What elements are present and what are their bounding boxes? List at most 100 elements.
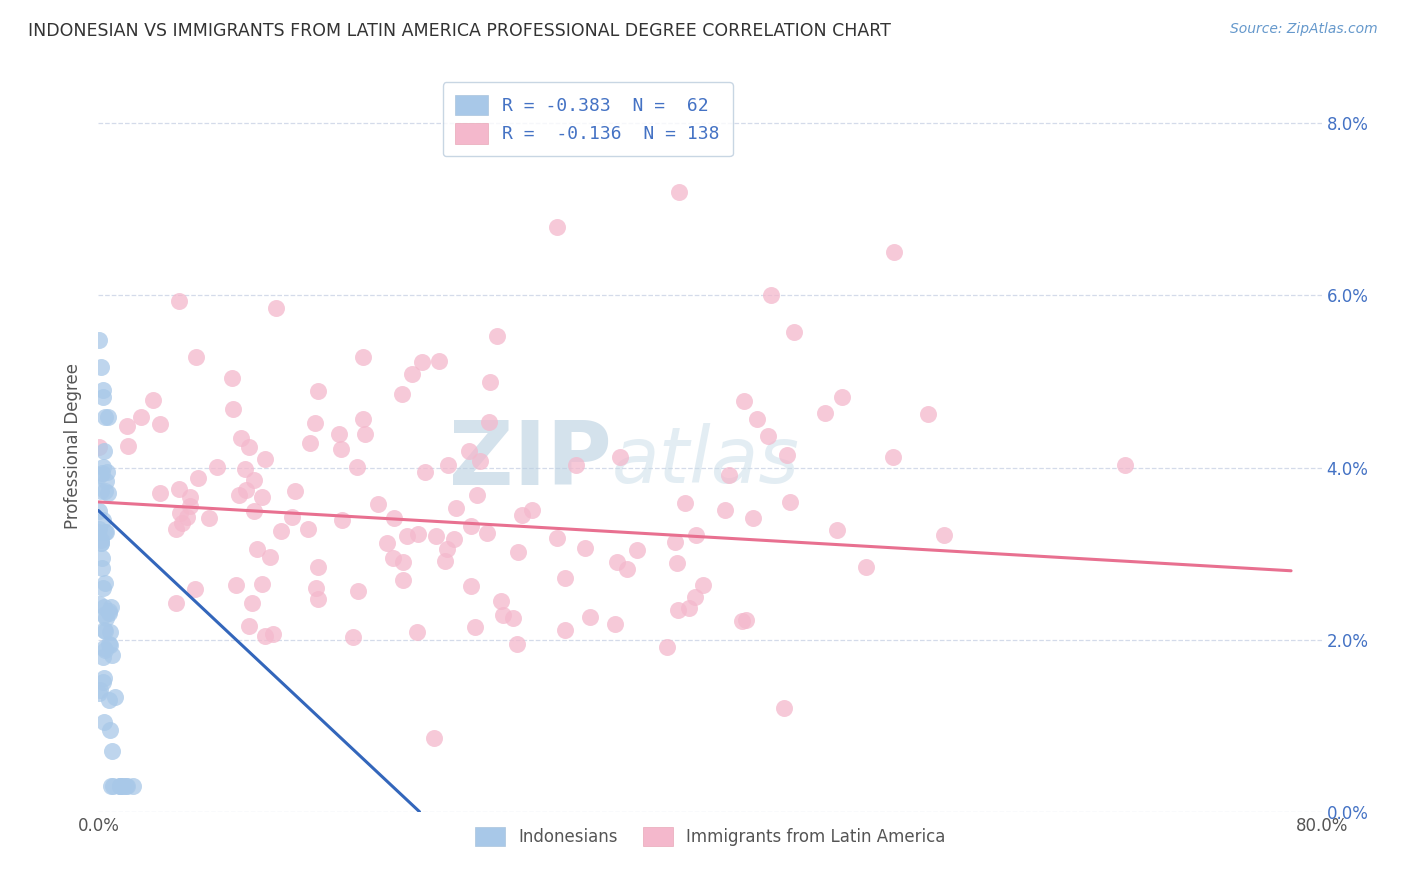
Point: [506, 637, 529, 651]
Point: [110, 779, 132, 793]
Point: [465, 488, 488, 502]
Point: [87, 525, 110, 540]
Point: [238, 619, 260, 633]
Point: [89, 441, 111, 455]
Point: [94, 524, 117, 539]
Point: [253, 629, 276, 643]
Point: [270, 524, 292, 539]
Point: [733, 393, 755, 408]
Point: [87, 333, 110, 347]
Point: [554, 571, 576, 585]
Point: [97, 637, 120, 651]
Point: [90, 467, 112, 481]
Point: [108, 779, 131, 793]
Point: [184, 350, 207, 364]
Point: [347, 584, 370, 599]
Point: [93, 671, 115, 685]
Point: [103, 779, 125, 793]
Point: [855, 560, 877, 574]
Point: [89, 523, 111, 537]
Point: [437, 458, 460, 473]
Point: [883, 245, 905, 260]
Point: [165, 596, 187, 610]
Point: [184, 582, 207, 596]
Point: [352, 412, 374, 426]
Point: [165, 522, 187, 536]
Point: [262, 627, 284, 641]
Point: [1114, 458, 1136, 472]
Point: [101, 648, 124, 662]
Point: [377, 536, 399, 550]
Point: [90, 561, 112, 575]
Point: [411, 355, 433, 369]
Point: [367, 497, 389, 511]
Point: [253, 452, 276, 467]
Point: [330, 442, 353, 456]
Point: [298, 435, 321, 450]
Legend: Indonesians, Immigrants from Latin America: Indonesians, Immigrants from Latin Ameri…: [467, 819, 953, 855]
Point: [90, 536, 112, 550]
Point: [281, 510, 304, 524]
Point: [657, 640, 679, 655]
Point: [93, 640, 115, 655]
Point: [747, 412, 769, 426]
Point: [664, 535, 686, 549]
Point: [579, 610, 602, 624]
Point: [169, 507, 191, 521]
Text: ZIP: ZIP: [450, 417, 612, 504]
Point: [176, 510, 198, 524]
Point: [179, 490, 201, 504]
Point: [222, 402, 245, 417]
Point: [391, 387, 413, 401]
Point: [353, 427, 375, 442]
Point: [382, 511, 405, 525]
Point: [565, 458, 588, 473]
Point: [685, 527, 707, 541]
Point: [89, 533, 111, 548]
Point: [90, 535, 112, 549]
Point: [94, 483, 117, 498]
Point: [665, 557, 688, 571]
Point: [148, 486, 170, 500]
Point: [776, 448, 799, 462]
Point: [773, 701, 796, 715]
Point: [97, 486, 120, 500]
Point: [352, 350, 374, 364]
Point: [100, 779, 122, 793]
Point: [718, 467, 741, 482]
Point: [756, 428, 779, 442]
Point: [111, 779, 134, 793]
Point: [734, 613, 756, 627]
Point: [97, 606, 120, 620]
Point: [91, 459, 114, 474]
Point: [94, 576, 117, 591]
Point: [243, 503, 266, 517]
Point: [100, 600, 122, 615]
Point: [115, 779, 138, 793]
Point: [238, 440, 260, 454]
Point: [229, 431, 252, 445]
Point: [678, 601, 700, 615]
Point: [401, 367, 423, 381]
Point: [142, 393, 165, 408]
Point: [89, 504, 111, 518]
Point: [666, 602, 689, 616]
Point: [93, 512, 115, 526]
Point: [460, 579, 482, 593]
Point: [882, 450, 904, 465]
Point: [91, 384, 114, 398]
Point: [235, 483, 257, 497]
Point: [98, 625, 121, 640]
Point: [342, 631, 364, 645]
Point: [489, 594, 512, 608]
Point: [741, 510, 763, 524]
Point: [94, 475, 117, 489]
Point: [626, 542, 648, 557]
Point: [381, 550, 404, 565]
Point: [346, 459, 368, 474]
Point: [96, 465, 118, 479]
Point: [464, 620, 486, 634]
Point: [104, 690, 127, 705]
Point: [98, 604, 121, 618]
Point: [246, 541, 269, 556]
